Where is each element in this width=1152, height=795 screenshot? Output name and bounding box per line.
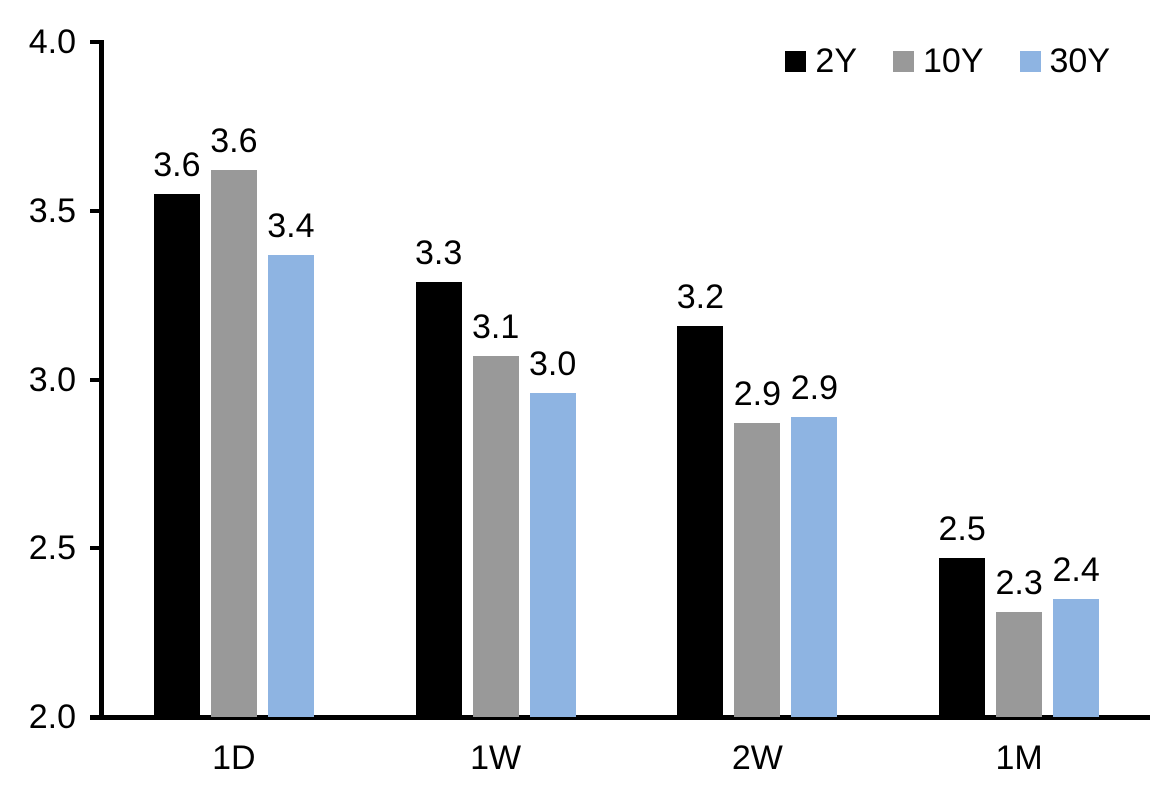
bar-value-label: 2.9 (790, 368, 838, 407)
legend-label: 2Y (815, 42, 857, 80)
bar-value-label: 3.2 (676, 277, 724, 316)
legend-swatch-10y (893, 50, 914, 72)
bar-value-label: 3.0 (528, 345, 577, 383)
bar-value-label: 3.4 (267, 206, 315, 245)
bar-10y-2w (734, 423, 781, 717)
bar-value-label: 3.3 (414, 233, 463, 272)
legend: 2Y 10Y 30Y (785, 44, 1110, 78)
legend-item-2y: 2Y (785, 44, 857, 78)
y-tick-label: 3.0 (28, 360, 76, 399)
bar-30y-1m (1053, 598, 1100, 717)
bar-value-label: 3.6 (210, 122, 258, 161)
bar-2y-1d (153, 193, 200, 717)
y-axis-tick (90, 377, 104, 382)
bar-10y-1d (210, 170, 257, 717)
bar-30y-2w (791, 416, 838, 717)
bar-2y-1m (939, 558, 986, 717)
bar-value-label: 2.9 (733, 375, 781, 414)
y-axis-tick (90, 208, 104, 213)
x-category-label-1d: 1D (212, 739, 256, 777)
x-category-label-2w: 2W (731, 739, 783, 777)
bar-value-label: 2.4 (1052, 550, 1100, 589)
x-category-label-1m: 1M (995, 739, 1043, 777)
y-axis-tick (90, 40, 104, 44)
y-axis-tick (90, 715, 104, 719)
y-tick-label: 2.0 (28, 698, 76, 736)
bar-value-label: 3.1 (471, 307, 520, 346)
bar-10y-1m (996, 612, 1043, 717)
bar-value-label: 3.6 (153, 145, 201, 184)
bar-2y-2w (677, 325, 724, 717)
bar-2y-1w (415, 281, 462, 717)
bar-value-label: 2.3 (995, 564, 1043, 603)
x-category-label-1w: 1W (470, 739, 522, 777)
y-tick-label: 4.0 (28, 23, 76, 61)
bar-10y-1w (472, 355, 519, 717)
legend-item-10y: 10Y (893, 44, 984, 78)
legend-item-30y: 30Y (1019, 42, 1111, 80)
y-tick-label: 2.5 (28, 529, 76, 568)
bar-30y-1w (529, 393, 576, 717)
legend-label: 30Y (1049, 42, 1111, 80)
legend-swatch-2y (785, 50, 807, 72)
y-axis-tick (90, 546, 104, 551)
x-axis-line (90, 715, 1150, 720)
y-tick-label: 3.5 (28, 191, 76, 230)
legend-swatch-30y (1019, 50, 1041, 72)
bar-30y-1d (267, 254, 314, 717)
legend-label: 10Y (923, 42, 984, 80)
bar-value-label: 2.5 (938, 510, 986, 549)
